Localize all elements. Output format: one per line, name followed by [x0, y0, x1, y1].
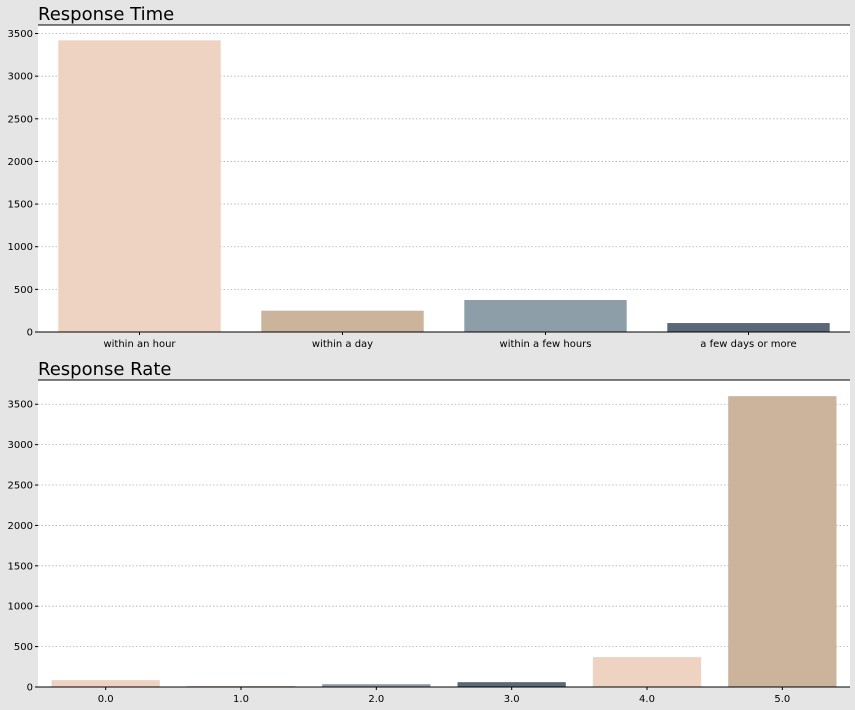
response-rate-x-tick-label: 3.0 — [504, 694, 520, 705]
response-rate-bar-2 — [322, 684, 431, 687]
response-rate-x-tick-label: 0.0 — [98, 694, 114, 705]
response-rate-y-tick-label: 0 — [27, 683, 33, 694]
response-time-y-tick-label: 500 — [14, 285, 33, 296]
response-rate-title: Response Rate — [38, 359, 171, 380]
response-time-bar-2 — [464, 300, 627, 332]
response-rate-y-tick-label: 3000 — [8, 440, 33, 451]
response-time-y-tick-label: 3500 — [8, 29, 33, 40]
response-time-y-tick-label: 0 — [27, 328, 33, 339]
response-time-chart: 0 500 1000 1500 2000 2500 3000 3500 within an ho… — [8, 4, 850, 350]
response-time-y-tick-label: 2500 — [8, 114, 33, 125]
response-rate-x-tick-label: 4.0 — [639, 694, 655, 705]
response-rate-y-tick-label: 500 — [14, 642, 33, 653]
response-rate-bar-5 — [728, 396, 837, 687]
response-rate-bar-0 — [51, 680, 160, 687]
response-time-bar-1 — [261, 310, 424, 332]
response-rate-y-tick-label: 2000 — [8, 521, 33, 532]
response-rate-y-tick-label: 2500 — [8, 481, 33, 492]
response-time-x-tick-label: within an hour — [103, 339, 176, 350]
response-time-y-tick-label: 3000 — [8, 72, 33, 83]
response-time-bar-0 — [58, 40, 221, 332]
response-rate-y-tick-label: 3500 — [8, 400, 33, 411]
response-rate-x-tick-label: 2.0 — [368, 694, 384, 705]
response-rate-chart: 0 500 1000 1500 2000 2500 3000 3500 0.0 1.0 2.0 3.0… — [8, 359, 850, 705]
response-time-y-tick-label: 1500 — [8, 200, 33, 211]
response-time-x-tick-label: within a few hours — [500, 339, 592, 350]
response-rate-bar-4 — [592, 657, 702, 687]
response-time-y-tick-label: 1000 — [8, 242, 33, 253]
response-rate-y-tick-label: 1000 — [8, 602, 33, 613]
response-time-title: Response Time — [38, 4, 174, 25]
response-rate-x-tick-label: 5.0 — [774, 694, 790, 705]
response-rate-plot-area — [38, 380, 850, 687]
response-time-x-tick-label: a few days or more — [700, 339, 796, 350]
response-time-x-tick-label: within a day — [312, 339, 373, 350]
response-time-bar-3 — [667, 323, 830, 332]
response-rate-y-tick-label: 1500 — [8, 561, 33, 572]
response-rate-x-tick-label: 1.0 — [233, 694, 249, 705]
response-time-y-tick-label: 2000 — [8, 157, 33, 168]
response-rate-bar-3 — [457, 682, 566, 687]
